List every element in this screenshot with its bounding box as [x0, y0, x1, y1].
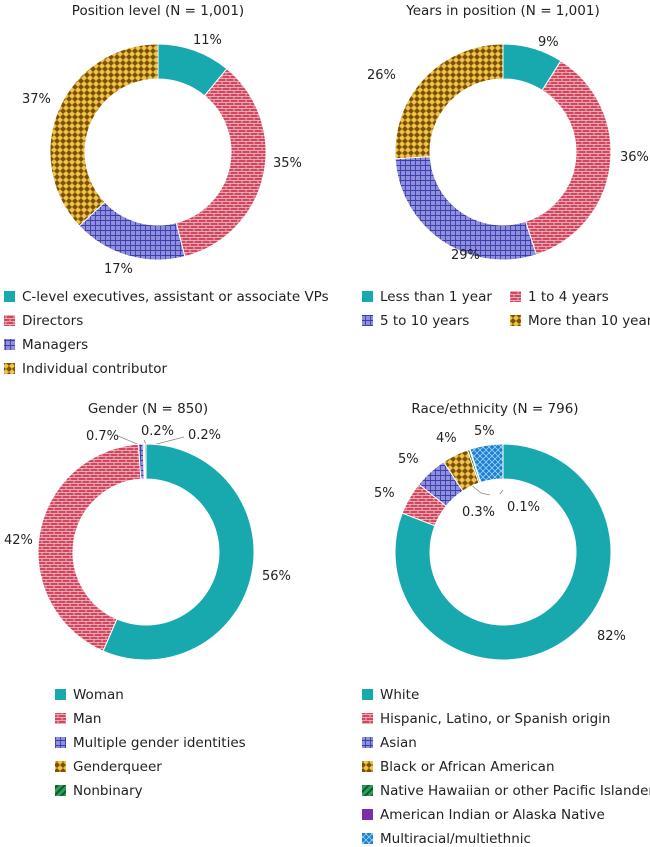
slice-label-black: 4% [436, 431, 457, 446]
chart-title: Gender (N = 850) [88, 401, 208, 417]
slice-label-white: 82% [597, 629, 626, 644]
legend-swatch-1-to-4-years [510, 291, 521, 302]
chart-position-level: Position level (N = 1,001) 11% 35% 17% 3… [4, 3, 329, 377]
legend-label-c-level: C-level executives, assistant or associa… [22, 289, 329, 305]
legend-swatch-multiracial [362, 833, 373, 844]
chart-race-ethnicity: Race/ethnicity (N = 796) 82% 5% 5% 4% 0.… [362, 401, 650, 847]
legend-swatch-c-level [4, 291, 15, 302]
legend-label-multiple-gender-identities: Multiple gender identities [73, 735, 246, 751]
legend-swatch-individual-contributor [4, 363, 15, 374]
chart-title: Position level (N = 1,001) [72, 3, 244, 19]
slice-label-american-indian: 0.1% [507, 500, 540, 515]
donut-slice-more-than-10-years [394, 43, 504, 160]
legend-label-man: Man [73, 711, 101, 727]
legend-label-black: Black or African American [380, 759, 555, 775]
legend-swatch-multiple-gender-identities [55, 737, 66, 748]
legend-swatch-black [362, 761, 373, 772]
leader-line-american-indian [499, 489, 504, 495]
legend-swatch-genderqueer [55, 761, 66, 772]
legend-label-managers: Managers [22, 337, 88, 353]
legend-swatch-american-indian [362, 809, 373, 820]
slice-label-1-to-4-years: 36% [620, 150, 649, 165]
donut-slice-nonbinary [144, 443, 147, 480]
legend-swatch-woman [55, 689, 66, 700]
slice-label-asian: 5% [398, 452, 419, 467]
legend-swatch-nonbinary [55, 785, 66, 796]
legend-label-1-to-4-years: 1 to 4 years [528, 289, 609, 305]
donut-slice-5-to-10-years [394, 156, 538, 261]
legend-label-asian: Asian [380, 735, 417, 751]
legend-label-more-than-10-years: More than 10 years [528, 313, 650, 329]
donut-slice-man [37, 443, 142, 652]
slice-label-multiracial: 5% [474, 424, 495, 439]
legend-swatch-white [362, 689, 373, 700]
slice-label-man: 42% [4, 533, 33, 548]
legend-label-less-than-1-year: Less than 1 year [380, 289, 492, 305]
donut-slice-woman [102, 443, 255, 661]
chart-title: Race/ethnicity (N = 796) [411, 401, 578, 417]
legend-swatch-less-than-1-year [362, 291, 373, 302]
legend-swatch-hispanic [362, 713, 373, 724]
legend-label-individual-contributor: Individual contributor [22, 361, 168, 377]
slice-label-nonbinary: 0.2% [188, 428, 221, 443]
legend-label-genderqueer: Genderqueer [73, 759, 162, 775]
slice-label-c-level: 11% [193, 33, 222, 48]
slice-label-hispanic: 5% [374, 486, 395, 501]
legend-label-5-to-10-years: 5 to 10 years [380, 313, 469, 329]
legend-label-nonbinary: Nonbinary [73, 783, 143, 799]
legend-label-woman: Woman [73, 687, 124, 703]
slice-label-woman: 56% [262, 569, 291, 584]
chart-title: Years in position (N = 1,001) [405, 3, 599, 19]
legend-label-hispanic: Hispanic, Latino, or Spanish origin [380, 711, 610, 727]
slice-label-native-hawaiian: 0.3% [462, 505, 495, 520]
legend-swatch-native-hawaiian [362, 785, 373, 796]
legend-label-american-indian: American Indian or Alaska Native [380, 807, 605, 823]
legend-swatch-man [55, 713, 66, 724]
donut-slice-directors [175, 68, 267, 258]
slice-label-multiple-gender-identities: 0.7% [86, 429, 119, 444]
donut-slice-1-to-4-years [524, 60, 612, 256]
slice-label-genderqueer: 0.2% [141, 424, 174, 439]
legend-label-native-hawaiian: Native Hawaiian or other Pacific Islande… [380, 783, 650, 799]
donut-slice-individual-contributor [49, 43, 159, 227]
legend-label-multiracial: Multiracial/multiethnic [380, 831, 531, 847]
slice-label-directors: 35% [273, 156, 302, 171]
slice-label-managers: 17% [104, 262, 133, 277]
chart-years-in-position: Years in position (N = 1,001) 9% 36% 29%… [362, 3, 650, 329]
slice-label-less-than-1-year: 9% [538, 35, 559, 50]
donut-slice-multiracial-multiethnic [469, 443, 504, 484]
slice-label-5-to-10-years: 29% [451, 248, 480, 263]
chart-gender: Gender (N = 850) 56% 42% 0.7% 0.2% 0.2% … [4, 401, 291, 799]
legend-swatch-managers [4, 339, 15, 350]
legend-swatch-more-than-10-years [510, 315, 521, 326]
legend-label-directors: Directors [22, 313, 83, 329]
legend-swatch-5-to-10-years [362, 315, 373, 326]
donut-slice-white [394, 443, 612, 661]
legend-swatch-asian [362, 737, 373, 748]
slice-label-individual-contributor: 37% [22, 92, 51, 107]
leader-line-native-hawaiian [469, 483, 491, 496]
legend-label-white: White [380, 687, 419, 703]
slice-label-more-than-10-years: 26% [367, 68, 396, 83]
legend-swatch-directors [4, 315, 15, 326]
